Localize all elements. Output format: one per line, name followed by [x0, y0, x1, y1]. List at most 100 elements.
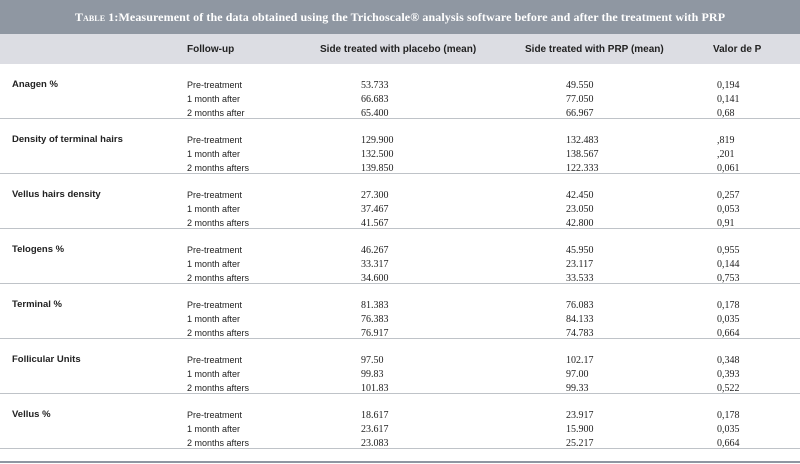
p-value-cell: 0,035 — [717, 314, 740, 325]
follow-up-cell: 2 months after — [187, 108, 245, 118]
prp-cell: 122.333 — [566, 163, 599, 174]
follow-up-cell: Pre-treatment — [187, 410, 243, 420]
table-title: Table 1: Measurement of the data obtaine… — [0, 0, 800, 34]
placebo-cell: 129.900 — [361, 135, 394, 146]
placebo-cell: 37.467 — [361, 204, 389, 215]
follow-up-cell: 2 months afters — [187, 163, 250, 173]
prp-cell: 23.050 — [566, 204, 594, 215]
placebo-cell: 97.50 — [361, 355, 384, 366]
p-value-cell: 0,68 — [717, 108, 735, 119]
follow-up-cell: 1 month after — [187, 369, 241, 379]
table-row: 1 month after 76.383 84.133 0,035 — [0, 314, 800, 328]
table-row: Pre-treatment 81.383 76.083 0,178 — [0, 300, 800, 314]
placebo-cell: 53.733 — [361, 80, 389, 91]
prp-cell: 33.533 — [566, 273, 594, 284]
follow-up-cell: 2 months afters — [187, 218, 250, 228]
placebo-cell: 27.300 — [361, 190, 389, 201]
prp-cell: 74.783 — [566, 328, 594, 339]
p-value-cell: 0,522 — [717, 383, 740, 394]
table-row: Pre-treatment 27.300 42.450 0,257 — [0, 190, 800, 204]
placebo-cell: 101.83 — [361, 383, 389, 394]
p-value-cell: 0,061 — [717, 163, 740, 174]
table-row: 1 month after 66.683 77.050 0,141 — [0, 94, 800, 108]
follow-up-cell: Pre-treatment — [187, 80, 243, 90]
follow-up-cell: 2 months afters — [187, 273, 250, 283]
p-value-cell: 0,178 — [717, 300, 740, 311]
header-placebo: Side treated with placebo (mean) — [320, 44, 477, 55]
p-value-cell: 0,035 — [717, 424, 740, 435]
placebo-cell: 23.083 — [361, 438, 389, 449]
group-label: Telogens % — [12, 244, 65, 255]
prp-cell: 45.950 — [566, 245, 594, 256]
table-row: 2 months afters 139.850 122.333 0,061 — [0, 163, 800, 177]
table-row: Pre-treatment 53.733 49.550 0,194 — [0, 80, 800, 94]
follow-up-cell: 1 month after — [187, 424, 241, 434]
table-row: Pre-treatment 46.267 45.950 0,955 — [0, 245, 800, 259]
table-group: Anagen % Pre-treatment 53.733 49.550 0,194 1 … — [0, 64, 800, 119]
prp-cell: 66.967 — [566, 108, 594, 119]
table-group: Follicular Units Pre-treatment 97.50 102.17… — [0, 339, 800, 394]
bottom-rule — [0, 461, 800, 463]
placebo-cell: 76.383 — [361, 314, 389, 325]
group-label: Follicular Units — [12, 354, 81, 365]
p-value-cell: 0,053 — [717, 204, 740, 215]
p-value-cell: 0,393 — [717, 369, 740, 380]
placebo-cell: 41.567 — [361, 218, 389, 229]
table-row: Pre-treatment 97.50 102.17 0,348 — [0, 355, 800, 369]
placebo-cell: 33.317 — [361, 259, 389, 270]
follow-up-cell: 1 month after — [187, 94, 241, 104]
follow-up-cell: Pre-treatment — [187, 190, 243, 200]
p-value-cell: 0,144 — [717, 259, 740, 270]
table-group: Vellus hairs density Pre-treatment 27.300 4… — [0, 174, 800, 229]
group-label: Terminal % — [12, 299, 62, 310]
table-group: Density of terminal hairs Pre-treatment 12… — [0, 119, 800, 174]
placebo-cell: 76.917 — [361, 328, 389, 339]
p-value-cell: 0,348 — [717, 355, 740, 366]
table-row: 2 months afters 23.083 25.217 0,664 — [0, 438, 800, 452]
placebo-cell: 66.683 — [361, 94, 389, 105]
placebo-cell: 81.383 — [361, 300, 389, 311]
prp-cell: 138.567 — [566, 149, 599, 160]
placebo-cell: 139.850 — [361, 163, 394, 174]
table-row: 1 month after 99.83 97.00 0,393 — [0, 369, 800, 383]
group-label: Density of terminal hairs — [12, 134, 123, 145]
follow-up-cell: 1 month after — [187, 259, 241, 269]
placebo-cell: 23.617 — [361, 424, 389, 435]
follow-up-cell: 1 month after — [187, 204, 241, 214]
follow-up-cell: 2 months afters — [187, 383, 250, 393]
table-title-text: Measurement of the data obtained using t… — [118, 9, 726, 24]
header-prp: Side treated with PRP (mean) — [525, 44, 664, 55]
table-row: 2 months afters 76.917 74.783 0,664 — [0, 328, 800, 342]
prp-cell: 102.17 — [566, 355, 594, 366]
placebo-cell: 99.83 — [361, 369, 384, 380]
p-value-cell: 0,141 — [717, 94, 740, 105]
p-value-cell: 0,955 — [717, 245, 740, 256]
prp-cell: 49.550 — [566, 80, 594, 91]
table-row: 2 months afters 34.600 33.533 0,753 — [0, 273, 800, 287]
placebo-cell: 46.267 — [361, 245, 389, 256]
table-header: Follow-up Side treated with placebo (mea… — [0, 34, 800, 64]
follow-up-cell: 2 months afters — [187, 438, 250, 448]
header-follow-up: Follow-up — [187, 44, 235, 55]
follow-up-cell: 2 months afters — [187, 328, 250, 338]
prp-cell: 132.483 — [566, 135, 599, 146]
table-row: Pre-treatment 129.900 132.483 ,819 — [0, 135, 800, 149]
prp-cell: 76.083 — [566, 300, 594, 311]
table-row: 1 month after 37.467 23.050 0,053 — [0, 204, 800, 218]
table-row: 2 months after 65.400 66.967 0,68 — [0, 108, 800, 122]
follow-up-cell: Pre-treatment — [187, 300, 243, 310]
prp-cell: 23.917 — [566, 410, 594, 421]
p-value-cell: 0,178 — [717, 410, 740, 421]
p-value-cell: 0,664 — [717, 328, 740, 339]
placebo-cell: 65.400 — [361, 108, 389, 119]
prp-cell: 99.33 — [566, 383, 589, 394]
table-row: 2 months afters 41.567 42.800 0,91 — [0, 218, 800, 232]
table-group: Telogens % Pre-treatment 46.267 45.950 0,955… — [0, 229, 800, 284]
placebo-cell: 132.500 — [361, 149, 394, 160]
table-row: Pre-treatment 18.617 23.917 0,178 — [0, 410, 800, 424]
header-p-value: Valor de P — [713, 44, 762, 55]
p-value-cell: ,201 — [717, 149, 735, 160]
prp-cell: 97.00 — [566, 369, 589, 380]
table-body: Anagen % Pre-treatment 53.733 49.550 0,194 1 … — [0, 64, 800, 462]
prp-cell: 42.800 — [566, 218, 594, 229]
